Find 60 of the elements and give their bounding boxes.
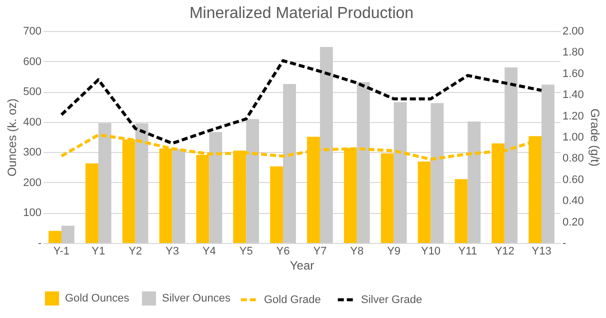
y2-tick-label: 0.20: [562, 216, 584, 228]
bar: [320, 47, 333, 243]
y2-tick-label: 1.60: [562, 68, 584, 80]
y2-tick-label: 1.20: [562, 110, 584, 122]
x-tick-label: Y3: [166, 246, 179, 258]
y-tick-label: 600: [23, 56, 42, 68]
bar: [542, 84, 554, 243]
x-tick-label: Y5: [239, 246, 253, 258]
x-tick-label: Y11: [458, 246, 478, 258]
chart-title: Mineralized Material Production: [189, 5, 414, 22]
y-tick-label: 100: [23, 207, 42, 220]
bar: [504, 67, 518, 243]
bar: [356, 82, 370, 243]
y2-tick-label: 2.00: [562, 26, 584, 38]
x-tick-label: Y6: [276, 246, 290, 258]
y2-axis-title: Grade (g/t): [588, 108, 602, 167]
y2-tick-label: 1.40: [562, 89, 584, 102]
x-tick-label: Y-1: [53, 246, 70, 258]
bar: [61, 226, 74, 243]
y-axis-title: Ounces (k. oz): [5, 98, 20, 177]
bar: [454, 179, 468, 243]
bar: [468, 122, 481, 243]
x-tick-label: Y9: [387, 246, 401, 258]
legend-label: Silver Grade: [361, 294, 422, 306]
bar: [209, 132, 222, 243]
bar: [98, 123, 112, 243]
bar: [283, 84, 296, 243]
y2-tick-label: 0.60: [562, 174, 584, 186]
y-tick-label: 400: [23, 116, 42, 128]
bar: [135, 123, 148, 243]
bar: [430, 103, 444, 243]
x-tick-label: Y1: [92, 246, 106, 258]
y2-tick-label: 0.40: [562, 195, 584, 208]
y2-tick-label: -: [562, 238, 566, 250]
y-tick-label: 200: [23, 176, 42, 189]
bar: [48, 230, 62, 243]
bar: [270, 166, 284, 243]
x-tick-label: Y12: [494, 246, 514, 258]
bar: [172, 149, 186, 243]
y-tick-label: -: [38, 238, 42, 250]
legend-label: Gold Grade: [264, 294, 321, 306]
y-tick-label: 300: [23, 146, 42, 159]
bar: [85, 163, 98, 243]
y2-tick-label: 0.80: [562, 152, 584, 165]
x-tick-label: Y10: [420, 246, 441, 258]
x-tick-label: Y2: [128, 246, 142, 258]
bar: [394, 102, 407, 243]
legend-label: Silver Ounces: [162, 292, 231, 304]
line-series: [60, 59, 544, 145]
y2-tick-label: 1.00: [562, 132, 584, 144]
x-tick-label: Y4: [202, 246, 216, 258]
x-tick-label: Y7: [313, 246, 327, 258]
x-axis-title: Year: [290, 258, 314, 272]
y-tick-label: 500: [23, 86, 42, 98]
x-tick-label: Y8: [350, 246, 364, 258]
bar: [246, 119, 260, 243]
legend-label: Gold Ounces: [65, 292, 130, 304]
x-tick-label: Y13: [532, 246, 552, 258]
y2-tick-label: 1.80: [562, 46, 584, 59]
y-tick-label: 700: [23, 26, 42, 38]
